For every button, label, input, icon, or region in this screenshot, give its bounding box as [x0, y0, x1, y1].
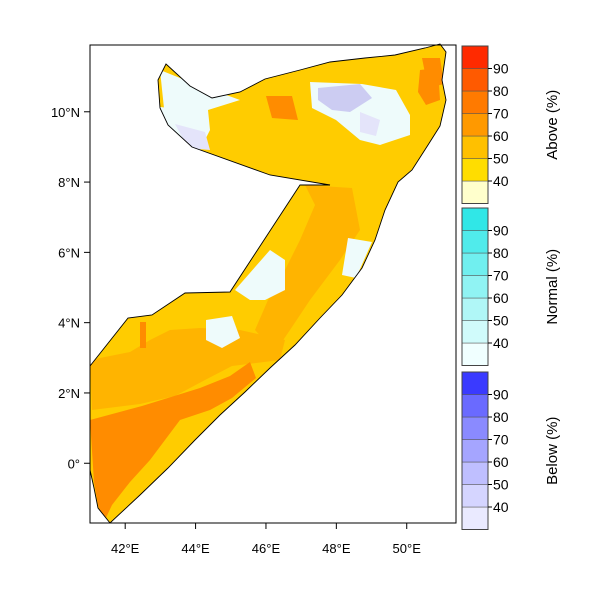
legend-tick-label: 60 — [493, 290, 509, 306]
legend-swatch — [461, 207, 489, 231]
legend-tick-label: 50 — [493, 313, 509, 329]
legend-frame — [461, 207, 489, 366]
legend-swatch — [461, 230, 489, 254]
legend-tick-label: 80 — [493, 409, 509, 425]
legend-tick-label: 80 — [493, 83, 509, 99]
legend-normal: 40 50 60 70 80 90 Normal (%) — [461, 207, 561, 366]
legend-tick-label: 50 — [493, 477, 509, 493]
legend-swatch — [461, 342, 489, 366]
legend-swatch — [461, 252, 489, 276]
y-tick-label: 0° — [68, 456, 80, 471]
above-80-region — [422, 58, 444, 88]
legend-tick-label: 60 — [493, 128, 509, 144]
legend-below: 40 50 60 70 80 90 Below (%) — [461, 371, 561, 530]
y-tick-label: 4°N — [58, 316, 80, 331]
normal-40-region — [206, 316, 240, 348]
map-frame — [89, 44, 457, 524]
legend-swatch — [461, 180, 489, 204]
somalia-coastline — [89, 43, 447, 524]
legend-title: Below (%) — [544, 417, 561, 485]
legend-swatch — [461, 68, 489, 92]
y-axis: 10°N 8°N 6°N 4°N 2°N 0° — [51, 105, 90, 471]
above-70-region — [266, 96, 298, 120]
x-tick-label: 48°E — [322, 541, 351, 556]
normal-40-region — [342, 238, 372, 278]
legend-swatch — [461, 297, 489, 321]
map-panel — [89, 43, 457, 524]
legend-swatch — [461, 135, 489, 159]
legend-swatch — [461, 371, 489, 395]
legend-tick-label: 40 — [493, 173, 509, 189]
legend-tick-label: 90 — [493, 61, 509, 77]
below-40-region — [175, 124, 210, 150]
x-axis: 42°E 44°E 46°E 48°E 50°E — [111, 523, 421, 556]
below-50-region — [318, 84, 372, 112]
x-tick-label: 42°E — [111, 541, 140, 556]
legend-frame — [461, 45, 489, 204]
x-tick-label: 44°E — [181, 541, 210, 556]
above-70-strip — [140, 322, 146, 348]
legend-tick-label: 40 — [493, 335, 509, 351]
legend-swatch — [461, 45, 489, 69]
legend-swatch — [461, 275, 489, 299]
legend-tick-label: 80 — [493, 245, 509, 261]
legend-swatch — [461, 484, 489, 508]
legend-tick-label: 90 — [493, 387, 509, 403]
above-60-region — [90, 328, 285, 410]
legend-swatch — [461, 461, 489, 485]
legend-swatch — [461, 158, 489, 182]
below-40-region — [360, 112, 380, 136]
legend-swatch — [461, 113, 489, 137]
x-tick-label: 46°E — [252, 541, 281, 556]
legend-title: Above (%) — [544, 90, 561, 160]
legend-swatch — [461, 416, 489, 440]
legend-tick-label: 50 — [493, 151, 509, 167]
above-60-region — [255, 185, 360, 352]
legend-tick-label: 60 — [493, 454, 509, 470]
legend-swatch — [461, 394, 489, 418]
legend-above: 40 50 60 70 80 90 Above (%) — [461, 45, 561, 204]
legend-swatch — [461, 439, 489, 463]
legend-swatch — [461, 506, 489, 530]
y-tick-label: 2°N — [58, 386, 80, 401]
y-tick-label: 10°N — [51, 105, 80, 120]
legend-frame — [461, 371, 489, 530]
colorbar-legends: 40 50 60 70 80 90 Above (%) 40 50 60 70 80 90 Normal … — [461, 45, 561, 530]
y-tick-label: 8°N — [58, 175, 80, 190]
legend-tick-label: 70 — [493, 268, 509, 284]
legend-tick-label: 70 — [493, 432, 509, 448]
above-70-region — [90, 362, 256, 522]
legend-tick-label: 70 — [493, 106, 509, 122]
legend-tick-label: 90 — [493, 223, 509, 239]
legend-tick-label: 40 — [493, 499, 509, 515]
legend-title: Normal (%) — [544, 249, 561, 325]
legend-swatch — [461, 90, 489, 114]
x-tick-label: 50°E — [393, 541, 422, 556]
normal-40-region — [235, 250, 285, 300]
y-tick-label: 6°N — [58, 245, 80, 260]
legend-swatch — [461, 320, 489, 344]
